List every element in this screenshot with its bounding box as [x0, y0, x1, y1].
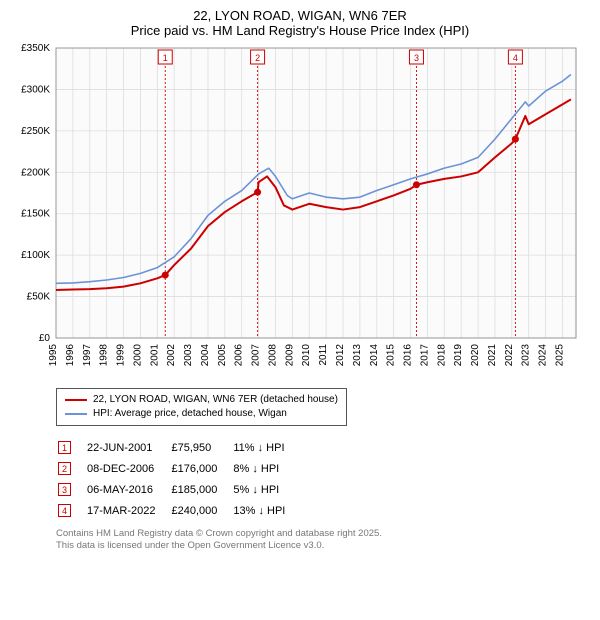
svg-text:4: 4 — [513, 53, 518, 63]
svg-text:2015: 2015 — [386, 344, 397, 367]
event-row: 1 22-JUN-2001£75,95011% ↓ HPI — [58, 438, 299, 457]
price-chart: £0 £50K £100K £150K £200K £250K £300K £350K 1995… — [12, 42, 588, 382]
svg-text:£50K: £50K — [27, 292, 51, 303]
svg-text:3: 3 — [414, 53, 419, 63]
title-address: 22, LYON ROAD, WIGAN, WN6 7ER — [12, 8, 588, 23]
event-marker-2: 2 — [58, 462, 71, 475]
svg-text:2003: 2003 — [183, 344, 194, 367]
events-table: 1 22-JUN-2001£75,95011% ↓ HPI 2 08-DEC-2006… — [56, 436, 301, 522]
footer-line2: This data is licensed under the Open Gov… — [56, 540, 588, 552]
svg-text:2001: 2001 — [149, 344, 160, 367]
title-subtitle: Price paid vs. HM Land Registry's House … — [12, 23, 588, 38]
svg-text:2002: 2002 — [166, 344, 177, 367]
event-row: 2 08-DEC-2006£176,0008% ↓ HPI — [58, 459, 299, 478]
event-row: 4 17-MAR-2022£240,00013% ↓ HPI — [58, 501, 299, 520]
svg-text:2012: 2012 — [335, 344, 346, 367]
svg-text:2010: 2010 — [301, 344, 312, 367]
event-date: 17-MAR-2022 — [87, 501, 169, 520]
svg-text:2007: 2007 — [251, 344, 262, 367]
legend-label-property: 22, LYON ROAD, WIGAN, WN6 7ER (detached … — [93, 393, 338, 407]
svg-text:1997: 1997 — [82, 344, 93, 367]
svg-text:1: 1 — [163, 53, 168, 63]
svg-text:2021: 2021 — [487, 344, 498, 367]
event-price: £75,950 — [171, 438, 231, 457]
event-marker-3: 3 — [58, 483, 71, 496]
svg-text:2022: 2022 — [504, 344, 515, 367]
svg-text:£100K: £100K — [21, 250, 50, 261]
legend-item-hpi: HPI: Average price, detached house, Wiga… — [65, 407, 338, 421]
legend-label-hpi: HPI: Average price, detached house, Wiga… — [93, 407, 287, 421]
svg-text:2011: 2011 — [318, 344, 329, 366]
svg-text:2024: 2024 — [538, 344, 549, 367]
svg-text:£200K: £200K — [21, 167, 50, 178]
svg-text:2018: 2018 — [436, 344, 447, 367]
event-delta: 13% ↓ HPI — [233, 501, 299, 520]
event-price: £240,000 — [171, 501, 231, 520]
legend-swatch-hpi — [65, 413, 87, 415]
legend-item-property: 22, LYON ROAD, WIGAN, WN6 7ER (detached … — [65, 393, 338, 407]
svg-text:1995: 1995 — [48, 344, 59, 367]
event-price: £176,000 — [171, 459, 231, 478]
svg-text:2019: 2019 — [453, 344, 464, 367]
chart-title: 22, LYON ROAD, WIGAN, WN6 7ER Price paid… — [12, 8, 588, 38]
event-date: 08-DEC-2006 — [87, 459, 169, 478]
svg-text:2014: 2014 — [369, 344, 380, 367]
svg-text:2: 2 — [255, 53, 260, 63]
svg-text:2008: 2008 — [267, 344, 278, 367]
svg-text:2025: 2025 — [554, 344, 565, 367]
svg-text:2016: 2016 — [403, 344, 414, 367]
svg-text:2004: 2004 — [200, 344, 211, 367]
svg-text:£250K: £250K — [21, 126, 50, 137]
event-delta: 11% ↓ HPI — [233, 438, 299, 457]
footer-line1: Contains HM Land Registry data © Crown c… — [56, 528, 588, 540]
svg-text:2023: 2023 — [521, 344, 532, 367]
svg-text:2005: 2005 — [217, 344, 228, 367]
event-delta: 8% ↓ HPI — [233, 459, 299, 478]
footer-attribution: Contains HM Land Registry data © Crown c… — [56, 528, 588, 553]
event-marker-1: 1 — [58, 441, 71, 454]
event-date: 22-JUN-2001 — [87, 438, 169, 457]
svg-text:1996: 1996 — [65, 344, 76, 367]
svg-text:2017: 2017 — [419, 344, 430, 367]
svg-text:2000: 2000 — [132, 344, 143, 367]
svg-text:£0: £0 — [39, 333, 51, 344]
event-delta: 5% ↓ HPI — [233, 480, 299, 499]
svg-text:2009: 2009 — [284, 344, 295, 367]
legend-swatch-property — [65, 399, 87, 401]
svg-text:2013: 2013 — [352, 344, 363, 367]
svg-text:1998: 1998 — [99, 344, 110, 367]
svg-text:2020: 2020 — [470, 344, 481, 367]
event-marker-4: 4 — [58, 504, 71, 517]
legend: 22, LYON ROAD, WIGAN, WN6 7ER (detached … — [56, 388, 347, 426]
svg-text:£150K: £150K — [21, 209, 50, 220]
svg-text:1999: 1999 — [116, 344, 127, 367]
svg-text:£300K: £300K — [21, 84, 50, 95]
event-row: 3 06-MAY-2016£185,0005% ↓ HPI — [58, 480, 299, 499]
event-date: 06-MAY-2016 — [87, 480, 169, 499]
svg-text:2006: 2006 — [234, 344, 245, 367]
svg-text:£350K: £350K — [21, 43, 50, 54]
event-price: £185,000 — [171, 480, 231, 499]
